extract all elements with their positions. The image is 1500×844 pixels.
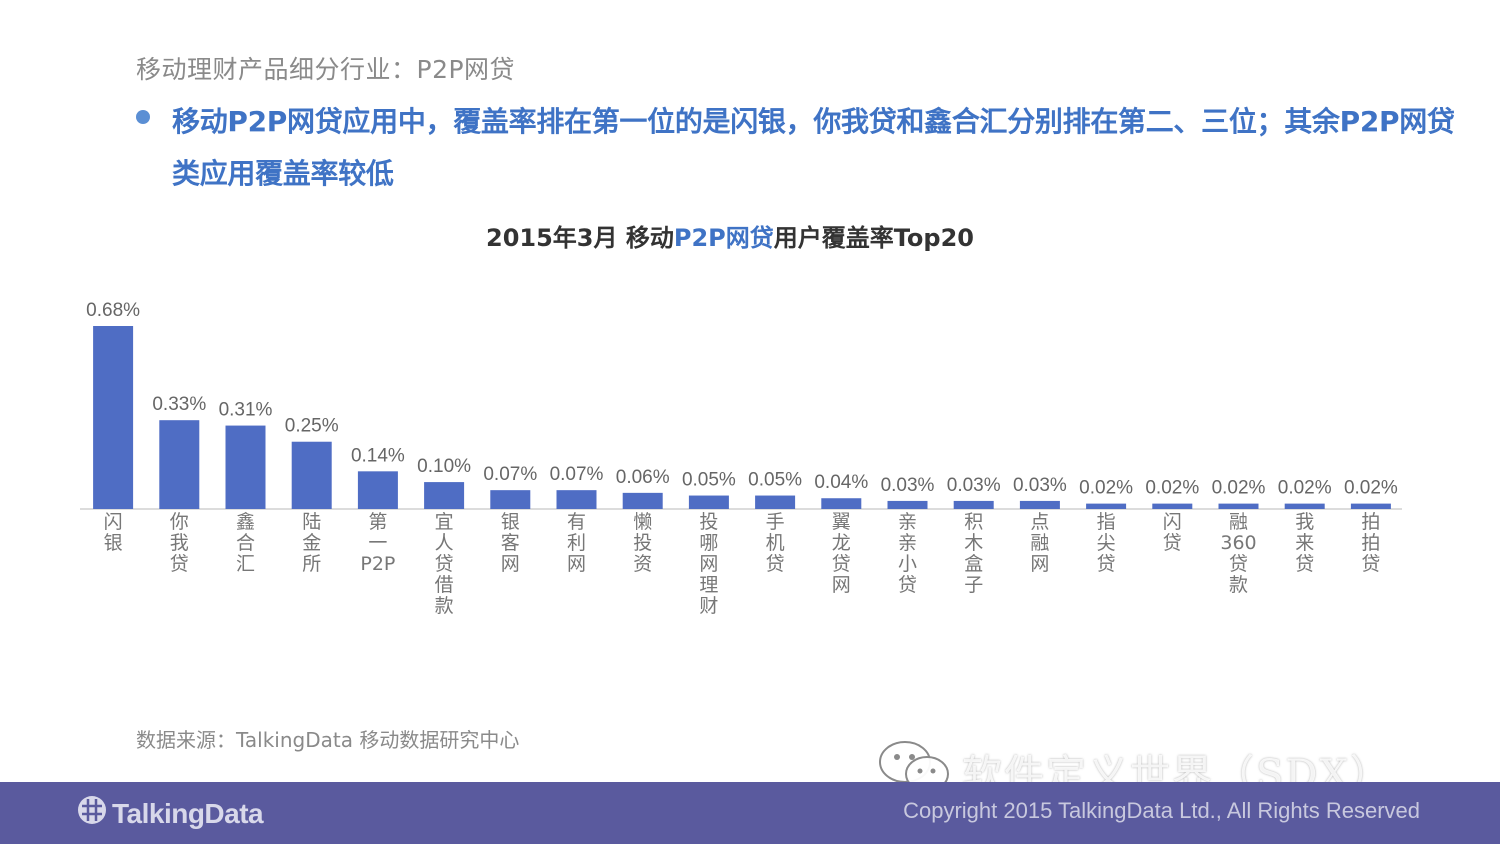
- category-label: 闪贷: [1163, 511, 1182, 554]
- category-label: 银客网: [501, 511, 520, 575]
- chart-title-prefix: 2015年3月 移动: [486, 224, 674, 252]
- talkingdata-logo: TalkingData: [76, 794, 264, 833]
- bar: [291, 441, 332, 509]
- chart-title: 2015年3月 移动P2P网贷用户覆盖率Top20: [0, 218, 1460, 253]
- section-label: 移动理财产品细分行业：P2P网贷: [136, 55, 516, 84]
- data-source-note: 数据来源：TalkingData 移动数据研究中心: [136, 728, 520, 752]
- chart-title-highlight: P2P网贷: [673, 224, 774, 252]
- bar: [357, 471, 398, 509]
- category-label: 你我贷: [170, 511, 189, 575]
- bullet-dot-icon: [136, 110, 150, 124]
- bar: [755, 495, 796, 509]
- data-label: 0.05%: [748, 470, 802, 491]
- copyright-text: Copyright 2015 TalkingData Ltd., All Rig…: [903, 798, 1420, 823]
- category-label: 陆金所: [302, 511, 321, 575]
- bar: [1284, 503, 1325, 509]
- category-label: 宜人贷借款: [435, 511, 454, 617]
- category-label: 积木盒子: [964, 511, 983, 596]
- category-label: 我来贷: [1295, 511, 1314, 575]
- bar: [556, 490, 597, 509]
- data-label: 0.02%: [1212, 478, 1266, 499]
- talkingdata-logo-icon: [76, 794, 108, 833]
- data-label: 0.06%: [616, 467, 670, 488]
- category-label: 投哪网理财: [699, 511, 718, 617]
- logo-text: TalkingData: [112, 797, 264, 829]
- data-label: 0.03%: [881, 475, 935, 496]
- headline: 移动P2P网贷应用中，覆盖率排在第一位的是闪银，你我贷和鑫合汇分别排在第二、三位…: [172, 105, 1455, 190]
- category-label: 有利网: [567, 511, 586, 575]
- bar: [688, 495, 729, 509]
- bar: [953, 500, 994, 509]
- data-label: 0.05%: [682, 470, 736, 491]
- data-label: 0.33%: [152, 394, 206, 415]
- footer-bar: TalkingData Copyright 2015 TalkingData L…: [0, 782, 1500, 844]
- bar: [490, 490, 531, 509]
- bar: [622, 492, 663, 509]
- category-label: 手机贷: [766, 511, 785, 575]
- bar: [1086, 503, 1127, 509]
- bar: [887, 500, 928, 509]
- category-label: 亲亲小贷: [898, 511, 917, 596]
- data-label: 0.02%: [1344, 478, 1398, 499]
- bar: [159, 420, 200, 509]
- category-label: 懒投资: [633, 511, 652, 575]
- data-label: 0.68%: [86, 300, 140, 321]
- bar: [1019, 500, 1060, 509]
- category-label: 翼龙贷网: [832, 511, 851, 596]
- bar: [225, 425, 266, 509]
- category-label: 闪银: [104, 511, 123, 554]
- category-label: 拍拍贷: [1361, 511, 1380, 575]
- data-label: 0.07%: [483, 464, 537, 485]
- data-label: 0.02%: [1079, 478, 1133, 499]
- data-label: 0.04%: [814, 472, 868, 493]
- data-label: 0.07%: [550, 464, 604, 485]
- data-label: 0.02%: [1145, 478, 1199, 499]
- data-label: 0.31%: [219, 400, 273, 421]
- category-label: 指尖贷: [1097, 511, 1116, 575]
- bar-chart: 0.68% 闪银 0.33% 你我贷 0.31% 鑫合汇 0.25% 陆金所 0.14% 第一 P2…: [80, 300, 1402, 617]
- category-label: 融 360 贷款: [1220, 511, 1256, 596]
- watermark: 软件定义世界（SDX）: [878, 738, 1392, 804]
- data-label: 0.03%: [1013, 475, 1067, 496]
- category-label: 第一 P2P: [360, 511, 395, 575]
- category-label: 鑫合汇: [236, 511, 255, 575]
- data-label: 0.25%: [285, 416, 339, 437]
- data-label: 0.14%: [351, 445, 405, 466]
- bar: [821, 498, 862, 509]
- chart-title-suffix: 用户覆盖率Top20: [773, 224, 974, 252]
- category-label: 点融网: [1030, 511, 1049, 575]
- bar: [424, 482, 465, 509]
- data-label: 0.10%: [417, 456, 471, 477]
- data-label: 0.02%: [1278, 478, 1332, 499]
- bar: [93, 326, 134, 509]
- data-label: 0.03%: [947, 475, 1001, 496]
- bar: [1350, 503, 1391, 509]
- bar: [1152, 503, 1193, 509]
- bar: [1218, 503, 1259, 509]
